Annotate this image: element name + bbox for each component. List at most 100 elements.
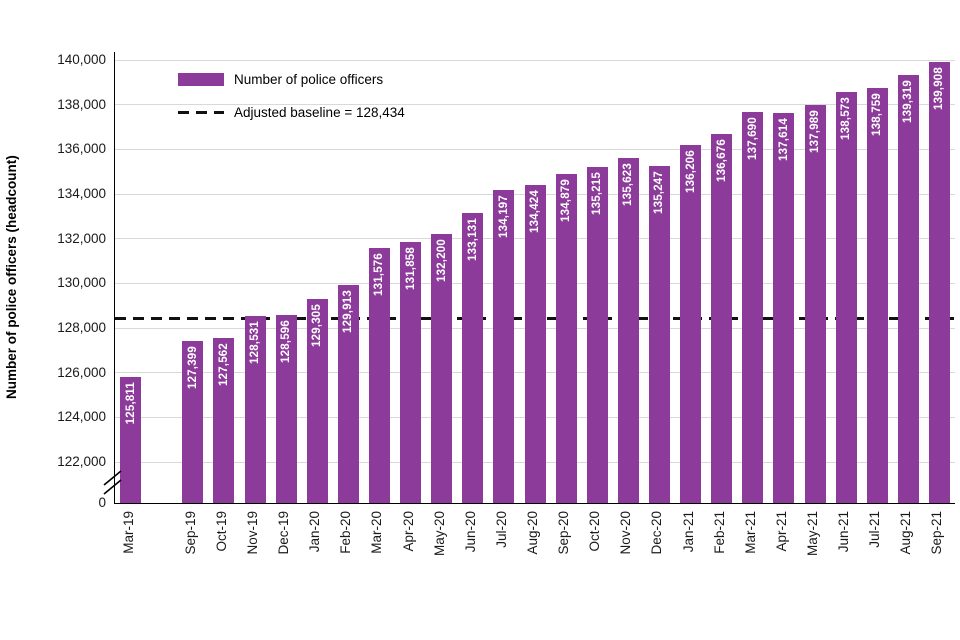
bar-aug-21: 139,319 <box>897 75 919 503</box>
y-axis-tick-label: 0 <box>98 495 106 510</box>
y-axis-tick-label: 128,000 <box>57 320 106 335</box>
bar-value-label: 138,573 <box>840 96 853 140</box>
gridline <box>115 59 955 61</box>
x-axis-label: Jul-20 <box>493 511 509 548</box>
bar-value-label: 128,531 <box>249 321 261 365</box>
x-axis-label: Mar-21 <box>742 511 758 554</box>
bar-sep-21: 139,908 <box>928 62 950 503</box>
legend-bar-label: Number of police officers <box>234 71 384 87</box>
bar-feb-21: 136,676 <box>711 134 733 503</box>
bar-value-label: 132,200 <box>435 239 448 283</box>
y-axis-tick-label: 126,000 <box>57 364 106 380</box>
x-axis-label: Sep-21 <box>929 511 945 555</box>
bar-jun-20: 133,131 <box>462 213 484 503</box>
bar-value-label: 131,858 <box>404 246 417 290</box>
x-axis-label: Dec-20 <box>649 511 665 555</box>
bar-value-label: 135,623 <box>622 162 635 206</box>
x-axis-label: Jan-20 <box>307 511 323 553</box>
legend-bar-swatch <box>178 72 224 86</box>
bar-sep-19: 127,399 <box>182 341 204 503</box>
bar-may-20: 132,200 <box>431 234 453 503</box>
bar-mar-19: 125,811 <box>120 376 142 503</box>
bar-value-label: 127,562 <box>217 342 230 386</box>
bar-jan-21: 136,206 <box>680 144 702 503</box>
x-axis-label: Oct-20 <box>587 511 603 552</box>
bar-value-label: 134,879 <box>560 179 573 223</box>
bar-value-label: 135,247 <box>653 171 666 215</box>
y-axis-tick-label: 124,000 <box>57 409 106 425</box>
bar-value-label: 134,197 <box>497 194 510 238</box>
bar-jun-21: 138,573 <box>835 91 857 503</box>
y-axis-tick-label: 138,000 <box>57 96 106 112</box>
legend-baseline-label: Adjusted baseline = 128,434 <box>234 104 405 120</box>
y-axis-tick-label: 140,000 <box>57 52 106 67</box>
plot-area: 125,811 127,399 127,562 128,531 128,596 129,3… <box>114 52 955 504</box>
bar-oct-20: 135,215 <box>586 166 608 503</box>
x-axis-label: Mar-20 <box>369 511 385 554</box>
x-axis-label: Feb-21 <box>711 511 727 554</box>
x-axis-label: Dec-19 <box>276 511 292 555</box>
x-axis-label: Sep-20 <box>556 511 572 555</box>
bar-jul-20: 134,197 <box>493 189 515 503</box>
bar-value-label: 139,319 <box>902 80 915 124</box>
bar-value-label: 131,576 <box>373 253 386 297</box>
bar-mar-20: 131,576 <box>368 248 390 503</box>
x-axis-label: Apr-21 <box>773 511 789 552</box>
y-axis-tick-label: 122,000 <box>57 454 106 469</box>
bar-value-label: 137,690 <box>746 116 759 160</box>
legend-baseline-swatch <box>178 110 224 114</box>
bar-aug-20: 134,424 <box>524 184 546 503</box>
y-axis-title: Number of police officers (headcount) <box>4 155 19 400</box>
x-axis-label: Mar-19 <box>120 511 136 554</box>
bar-apr-20: 131,858 <box>400 241 422 503</box>
x-axis-label: Aug-20 <box>525 511 540 555</box>
y-axis-tick-label: 130,000 <box>57 275 106 291</box>
y-axis-tick-label: 134,000 <box>57 186 106 201</box>
y-axis-tick-label: 136,000 <box>57 141 106 157</box>
bar-value-label: 137,989 <box>809 109 821 153</box>
bar-value-label: 134,424 <box>529 189 541 233</box>
x-axis-label: Apr-20 <box>400 511 416 552</box>
x-axis-label: Nov-19 <box>245 511 260 555</box>
x-axis-label: Jun-20 <box>462 511 478 553</box>
bar-may-21: 137,989 <box>804 104 826 503</box>
x-axis-label: Sep-19 <box>182 511 198 555</box>
bar-value-label: 136,676 <box>715 139 728 183</box>
bar-dec-20: 135,247 <box>648 166 670 503</box>
x-axis-label: Jul-21 <box>867 511 883 548</box>
bar-value-label: 135,215 <box>591 171 604 215</box>
bar-value-label: 128,596 <box>280 319 293 363</box>
x-axis-label: May-20 <box>431 511 447 557</box>
bar-mar-21: 137,690 <box>742 111 764 503</box>
bar-value-label: 127,399 <box>186 346 199 390</box>
y-axis-tick-label: 132,000 <box>57 230 106 246</box>
bar-value-label: 133,131 <box>466 218 479 262</box>
bar-value-label: 136,206 <box>684 149 697 193</box>
gridline <box>115 104 955 106</box>
gridline <box>115 148 955 150</box>
legend-row-baseline: Adjusted baseline = 128,434 <box>178 103 405 121</box>
bar-value-label: 125,811 <box>124 381 137 425</box>
bar-jan-20: 129,305 <box>306 298 328 503</box>
bar-value-label: 129,305 <box>311 303 324 347</box>
x-axis-label: Jan-21 <box>680 511 696 553</box>
bar-feb-20: 129,913 <box>337 285 359 503</box>
bar-value-label: 138,759 <box>871 92 884 136</box>
x-axis-label: Feb-20 <box>338 511 354 554</box>
bar-value-label: 139,908 <box>933 67 946 111</box>
bar-sep-20: 134,879 <box>555 174 577 503</box>
axis-break-icon <box>103 470 122 495</box>
bar-dec-19: 128,596 <box>275 314 297 503</box>
legend: Number of police officers Adjusted basel… <box>178 70 405 136</box>
bar-oct-19: 127,562 <box>213 337 235 503</box>
bar-nov-20: 135,623 <box>617 157 639 503</box>
x-axis-label: Nov-20 <box>618 511 634 555</box>
x-axis-label: Jun-21 <box>836 511 852 553</box>
bar-jul-21: 138,759 <box>866 87 888 503</box>
legend-row-bars: Number of police officers <box>178 70 405 88</box>
bar-nov-19: 128,531 <box>244 316 266 503</box>
bar-value-label: 137,614 <box>777 118 790 162</box>
bar-value-label: 129,913 <box>342 290 355 334</box>
x-axis-label: May-21 <box>805 511 820 557</box>
bar-apr-21: 137,614 <box>773 113 795 503</box>
